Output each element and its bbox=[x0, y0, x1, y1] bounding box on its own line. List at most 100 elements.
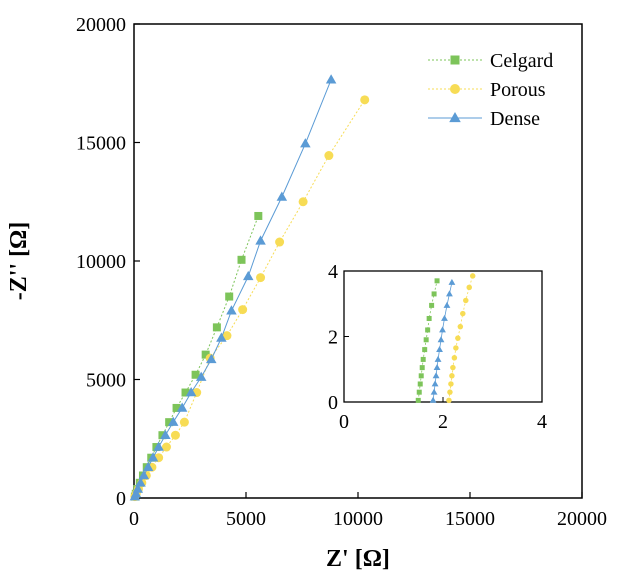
inset-data-point-celgard bbox=[418, 373, 424, 379]
data-point-celgard bbox=[165, 418, 174, 427]
inset-data-point-celgard bbox=[422, 347, 428, 353]
inset-data-point-dense bbox=[429, 396, 437, 403]
inset-data-point-dense bbox=[434, 355, 442, 362]
inset-data-point-porous bbox=[463, 297, 469, 304]
data-point-porous bbox=[256, 273, 266, 283]
inset-data-point-porous bbox=[469, 273, 476, 279]
inset-y-tick-label: 2 bbox=[328, 327, 338, 349]
data-point-dense bbox=[130, 488, 142, 498]
inset-data-point-celgard bbox=[429, 302, 435, 308]
inset-data-point-porous bbox=[460, 310, 466, 317]
inset-data-point-porous bbox=[446, 397, 452, 404]
x-tick-label: 15000 bbox=[445, 508, 495, 530]
data-point-celgard bbox=[172, 403, 181, 412]
x-tick-label: 5000 bbox=[226, 508, 266, 530]
data-point-dense bbox=[142, 461, 154, 471]
inset-data-point-porous bbox=[455, 335, 461, 341]
inset-data-point-celgard bbox=[423, 337, 429, 343]
inset-frame bbox=[343, 270, 543, 403]
inset-data-point-dense bbox=[436, 346, 443, 353]
inset-data-point-dense bbox=[443, 301, 451, 308]
inset-data-point-dense bbox=[431, 380, 439, 387]
inset-data-point-celgard bbox=[431, 291, 437, 297]
inset-data-point-porous bbox=[450, 364, 456, 371]
data-point-celgard bbox=[212, 323, 221, 332]
inset-data-point-porous bbox=[447, 389, 453, 395]
inset-data-point-dense bbox=[448, 278, 456, 285]
data-point-dense bbox=[138, 469, 150, 480]
y-tick-label: 5000 bbox=[86, 370, 126, 392]
data-point-porous bbox=[161, 442, 171, 452]
legend-item-celgard: Celgard bbox=[428, 50, 553, 72]
legend-marker bbox=[449, 111, 461, 123]
y-tick-label: 15000 bbox=[76, 133, 126, 155]
legend-item-porous: Porous bbox=[428, 79, 546, 101]
data-point-porous bbox=[179, 417, 189, 427]
y-tick-label: 0 bbox=[116, 488, 126, 510]
data-point-celgard bbox=[225, 292, 234, 301]
legend-marker bbox=[450, 55, 460, 65]
data-point-celgard bbox=[237, 255, 246, 264]
inset-x-tick-label: 2 bbox=[438, 411, 448, 433]
y-tick-label: 20000 bbox=[76, 14, 126, 36]
legend-marker bbox=[450, 84, 460, 94]
inset-data-point-porous bbox=[457, 323, 464, 330]
x-tick-label: 20000 bbox=[557, 508, 607, 530]
inset-data-point-celgard bbox=[419, 365, 425, 371]
data-point-dense bbox=[216, 332, 227, 342]
inset-y-tick-label: 4 bbox=[328, 261, 338, 283]
inset-data-point-dense bbox=[437, 336, 445, 343]
inset-y-tick-label: 0 bbox=[328, 392, 338, 414]
data-point-porous bbox=[170, 430, 180, 440]
data-point-dense bbox=[132, 483, 144, 493]
data-point-dense bbox=[147, 452, 159, 462]
inset-data-point-porous bbox=[448, 381, 454, 387]
data-point-dense bbox=[195, 371, 207, 381]
inset-data-point-celgard bbox=[417, 381, 423, 387]
data-point-dense bbox=[276, 191, 288, 201]
data-point-porous bbox=[275, 237, 285, 247]
data-point-porous bbox=[360, 95, 370, 105]
inset-data-point-porous bbox=[451, 355, 458, 361]
inset-x-tick-label: 4 bbox=[537, 411, 547, 433]
inset-data-point-celgard bbox=[416, 389, 422, 395]
legend: Celgard Porous Dense bbox=[428, 50, 553, 130]
data-point-dense bbox=[153, 441, 164, 451]
inset-data-point-dense bbox=[439, 326, 446, 333]
inset-data-point-celgard bbox=[425, 327, 431, 333]
inset-data-point-dense bbox=[446, 290, 453, 297]
inset-data-point-celgard bbox=[415, 397, 421, 403]
legend-label: Celgard bbox=[490, 50, 553, 72]
inset-data-point-celgard bbox=[420, 356, 426, 362]
data-point-porous bbox=[324, 151, 334, 161]
inset-plot-area: 0 2 4 0 2 4 bbox=[328, 261, 547, 433]
legend-label: Porous bbox=[490, 79, 546, 101]
x-axis-title: Z' [Ω] bbox=[326, 546, 390, 572]
data-point-porous bbox=[298, 197, 308, 207]
data-point-dense bbox=[176, 402, 188, 412]
inset-data-point-celgard bbox=[426, 315, 432, 321]
inset-data-point-dense bbox=[441, 314, 448, 321]
inset-data-point-porous bbox=[449, 373, 455, 379]
data-point-dense bbox=[242, 270, 254, 281]
data-point-dense bbox=[185, 387, 197, 397]
y-axis-title: -Z'' [Ω] bbox=[6, 222, 32, 301]
x-tick-label: 10000 bbox=[333, 508, 383, 530]
data-point-dense bbox=[300, 138, 311, 148]
legend-item-dense: Dense bbox=[428, 108, 540, 130]
data-point-dense bbox=[206, 353, 217, 364]
data-point-dense bbox=[160, 429, 171, 439]
inset-data-point-porous bbox=[453, 345, 459, 351]
data-point-porous bbox=[222, 331, 232, 341]
data-point-dense bbox=[135, 477, 146, 487]
legend-label: Dense bbox=[490, 108, 540, 130]
data-point-dense bbox=[167, 416, 179, 426]
inset-x-tick-label: 0 bbox=[339, 411, 349, 433]
data-point-celgard bbox=[254, 211, 263, 220]
main-plot-area: 0 5000 10000 15000 20000 0 5000 10000 15000 20000 bbox=[76, 14, 607, 530]
data-point-dense bbox=[226, 305, 237, 315]
data-point-celgard bbox=[201, 350, 210, 359]
x-tick-label: 0 bbox=[129, 508, 139, 530]
data-point-celgard bbox=[191, 370, 200, 379]
